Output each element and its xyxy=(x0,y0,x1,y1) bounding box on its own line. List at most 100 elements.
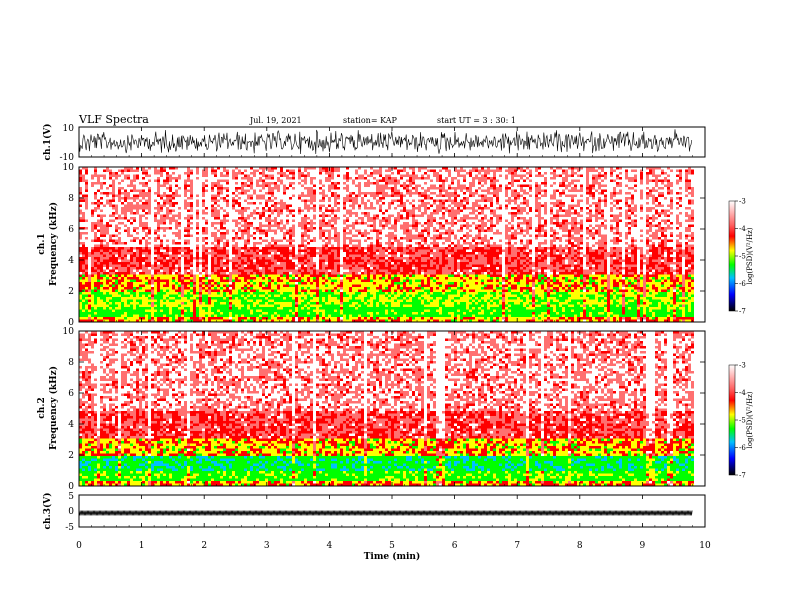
spectrogram-cell xyxy=(223,209,226,212)
spectrogram-cell xyxy=(112,279,115,282)
spectrogram-cell xyxy=(85,287,88,290)
spectrogram-cell xyxy=(301,294,304,297)
spectrogram-cell xyxy=(100,222,103,225)
spectrogram-cell xyxy=(271,312,274,315)
spectrogram-cell xyxy=(241,284,244,287)
spectrogram-cell xyxy=(238,284,241,287)
spectrogram-cell xyxy=(409,184,412,187)
spectrogram-cell xyxy=(205,287,208,290)
spectrogram-cell xyxy=(256,264,259,267)
spectrogram-cell xyxy=(103,289,106,292)
spectrogram-cell xyxy=(148,247,151,250)
spectrogram-cell xyxy=(106,292,109,295)
spectrogram-cell xyxy=(247,202,250,205)
spectrogram-cell xyxy=(412,169,415,172)
spectrogram-cell xyxy=(220,264,223,267)
spectrogram-cell xyxy=(193,314,196,317)
spectrogram-cell xyxy=(160,282,163,285)
spectrogram-cell xyxy=(343,292,346,295)
spectrogram-cell xyxy=(94,222,97,225)
spectrogram-cell xyxy=(343,282,346,285)
spectrogram-cell xyxy=(145,242,148,245)
spectrogram-cell xyxy=(265,284,268,287)
spectrogram-cell xyxy=(109,257,112,260)
spectrogram-cell xyxy=(253,192,256,195)
spectrogram-cell xyxy=(85,204,88,207)
spectrogram-cell xyxy=(277,317,280,320)
spectrogram-cell xyxy=(400,214,403,217)
spectrogram-cell xyxy=(238,292,241,295)
spectrogram-cell xyxy=(379,274,382,277)
spectrogram-cell xyxy=(364,247,367,250)
spectrogram-cell xyxy=(109,279,112,282)
spectrogram-cell xyxy=(217,212,220,215)
spectrogram-cell xyxy=(94,252,97,255)
spectrogram-cell xyxy=(265,294,268,297)
spectrogram-cell xyxy=(154,289,157,292)
spectrogram-cell xyxy=(403,207,406,210)
spectrogram-cell xyxy=(166,274,169,277)
spectrogram-cell xyxy=(151,319,154,322)
spectrogram-cell xyxy=(169,167,172,170)
spectrogram-cell xyxy=(205,262,208,265)
spectrogram-cell xyxy=(154,229,157,232)
spectrogram-cell xyxy=(283,297,286,300)
spectrogram-cell xyxy=(184,207,187,210)
spectrogram-cell xyxy=(136,289,139,292)
spectrogram-cell xyxy=(187,177,190,180)
spectrogram-cell xyxy=(301,184,304,187)
spectrogram-cell xyxy=(241,314,244,317)
spectrogram-cell xyxy=(367,249,370,252)
spectrogram-cell xyxy=(394,314,397,317)
spectrogram-cell xyxy=(97,264,100,267)
spectrogram-cell xyxy=(280,247,283,250)
spectrogram-cell xyxy=(241,252,244,255)
spectrogram-cell xyxy=(172,172,175,175)
spectrogram-cell xyxy=(121,279,124,282)
spectrogram-cell xyxy=(79,282,82,285)
spectrogram-cell xyxy=(226,279,229,282)
spectrogram-cell xyxy=(364,177,367,180)
spectrogram-cell xyxy=(217,254,220,257)
spectrogram-cell xyxy=(97,259,100,262)
spectrogram-cell xyxy=(394,282,397,285)
spectrogram-cell xyxy=(334,284,337,287)
spectrogram-cell xyxy=(97,289,100,292)
spectrogram-cell xyxy=(379,197,382,200)
spectrogram-cell xyxy=(145,204,148,207)
spectrogram-cell xyxy=(205,319,208,322)
spectrogram-cell xyxy=(355,212,358,215)
spectrogram-cell xyxy=(265,244,268,247)
spectrogram-cell xyxy=(325,194,328,197)
spectrogram-cell xyxy=(313,264,316,267)
spectrogram-cell xyxy=(175,227,178,230)
spectrogram-cell xyxy=(157,169,160,172)
spectrogram-cell xyxy=(352,207,355,210)
spectrogram-cell xyxy=(397,219,400,222)
spectrogram-cell xyxy=(121,309,124,312)
spectrogram-cell xyxy=(100,239,103,242)
spectrogram-cell xyxy=(403,274,406,277)
spectrogram-cell xyxy=(391,309,394,312)
spectrogram-cell xyxy=(151,279,154,282)
spectrogram-cell xyxy=(376,287,379,290)
spectrogram-cell xyxy=(85,184,88,187)
spectrogram-cell xyxy=(403,302,406,305)
spectrogram-cell xyxy=(241,257,244,260)
spectrogram-cell xyxy=(127,197,130,200)
spectrogram-cell xyxy=(256,259,259,262)
spectrogram-cell xyxy=(400,254,403,257)
spectrogram-cell xyxy=(355,284,358,287)
spectrogram-cell xyxy=(130,179,133,182)
spectrogram-cell xyxy=(352,302,355,305)
spectrogram-cell xyxy=(160,184,163,187)
spectrogram-cell xyxy=(136,292,139,295)
spectrogram-cell xyxy=(250,282,253,285)
spectrogram-cell xyxy=(142,227,145,230)
spectrogram-cell xyxy=(268,264,271,267)
spectrogram-cell xyxy=(292,267,295,270)
spectrogram-cell xyxy=(214,264,217,267)
spectrogram-cell xyxy=(115,304,118,307)
spectrogram-cell xyxy=(259,167,262,170)
spectrogram-cell xyxy=(169,289,172,292)
